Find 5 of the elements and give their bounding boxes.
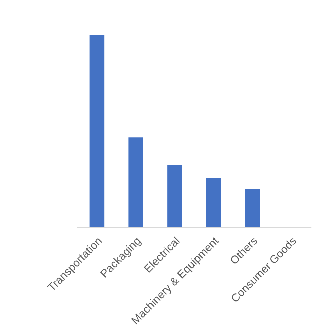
bar <box>245 189 260 228</box>
bar <box>128 138 144 228</box>
bar <box>168 165 182 228</box>
bar <box>90 35 105 228</box>
bar <box>206 178 222 228</box>
